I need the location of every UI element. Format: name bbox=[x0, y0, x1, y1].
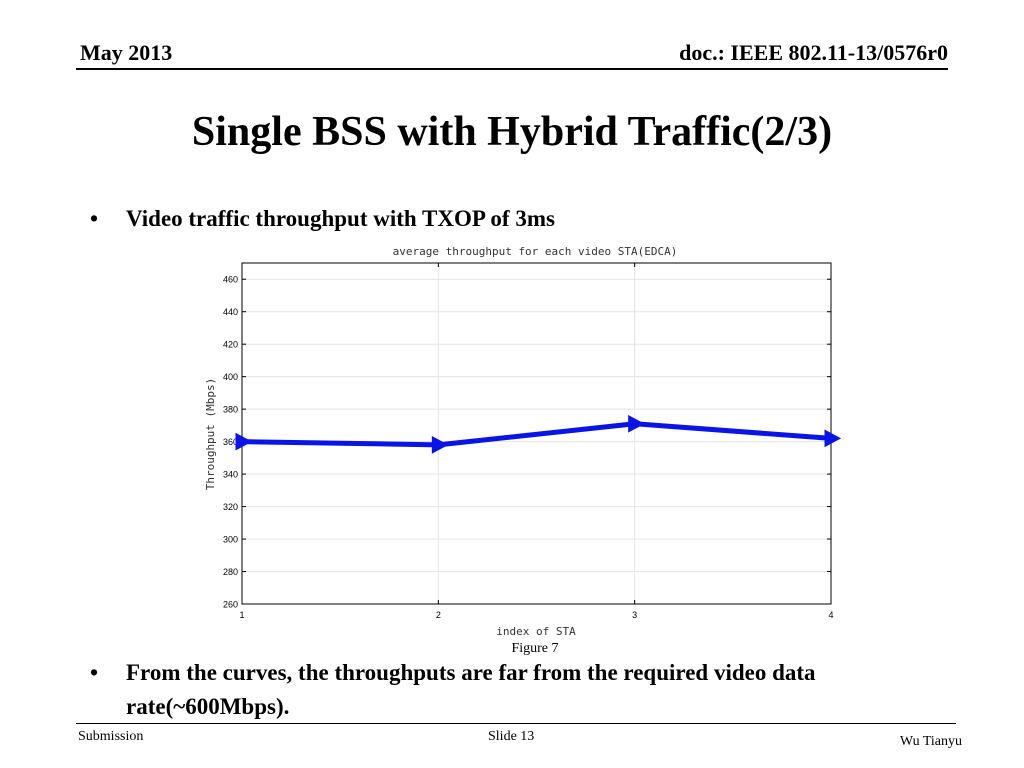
y-tick-label: 360 bbox=[223, 437, 238, 447]
x-tick-label: 4 bbox=[828, 610, 833, 620]
y-axis-label: Throughput (Mbps) bbox=[204, 378, 217, 491]
chart-title: average throughput for each video STA(ED… bbox=[393, 245, 678, 258]
x-tick-label: 1 bbox=[239, 610, 244, 620]
y-tick-label: 460 bbox=[223, 275, 238, 285]
x-axis-label: index of STA bbox=[496, 625, 576, 638]
y-tick-label: 300 bbox=[223, 535, 238, 545]
y-tick-label: 280 bbox=[223, 567, 238, 577]
figure-caption: Figure 7 bbox=[511, 641, 559, 656]
y-tick-label: 320 bbox=[223, 502, 238, 512]
y-tick-label: 400 bbox=[223, 372, 238, 382]
y-tick-label: 260 bbox=[223, 600, 238, 610]
bullet-marker-2: • bbox=[90, 660, 99, 685]
y-tick-label: 340 bbox=[223, 470, 238, 480]
x-tick-label: 2 bbox=[436, 610, 441, 620]
bullet-item-1: • Video traffic throughput with TXOP of … bbox=[90, 202, 950, 236]
bullet-text-1: Video traffic throughput with TXOP of 3m… bbox=[126, 206, 555, 231]
y-tick-label: 380 bbox=[223, 405, 238, 415]
header-doc-id: doc.: IEEE 802.11-13/0576r0 bbox=[679, 40, 948, 65]
data-point-marker bbox=[431, 436, 449, 454]
data-point-marker bbox=[628, 414, 645, 433]
series-line bbox=[241, 421, 832, 448]
header-divider bbox=[76, 68, 948, 70]
footer-divider bbox=[76, 723, 956, 724]
data-point-marker bbox=[235, 432, 253, 451]
chart-ticks: 260 280 300 320 340 360 380 400 420 440 460 1 2 3 4 bbox=[223, 263, 834, 620]
header-date: May 2013 bbox=[80, 40, 173, 65]
bullet-marker-1: • bbox=[90, 206, 99, 231]
y-tick-label: 420 bbox=[223, 340, 238, 350]
footer-slide-number: Slide 13 bbox=[488, 729, 535, 744]
footer-author: Wu Tianyu bbox=[899, 734, 962, 749]
bullet-item-2: • From the curves, the throughputs are f… bbox=[90, 656, 950, 726]
throughput-chart: average throughput for each video STA(ED… bbox=[196, 240, 846, 645]
throughput-chart-svg: average throughput for each video STA(ED… bbox=[204, 245, 842, 638]
footer-submission: Submission bbox=[78, 729, 144, 744]
slide-title: Single BSS with Hybrid Traffic(2/3) bbox=[191, 109, 833, 155]
data-point-marker bbox=[824, 429, 842, 448]
bullet-text-2: From the curves, the throughputs are far… bbox=[126, 660, 816, 719]
chart-series bbox=[235, 414, 842, 454]
y-tick-label: 440 bbox=[223, 307, 238, 317]
x-tick-label: 3 bbox=[632, 610, 637, 620]
